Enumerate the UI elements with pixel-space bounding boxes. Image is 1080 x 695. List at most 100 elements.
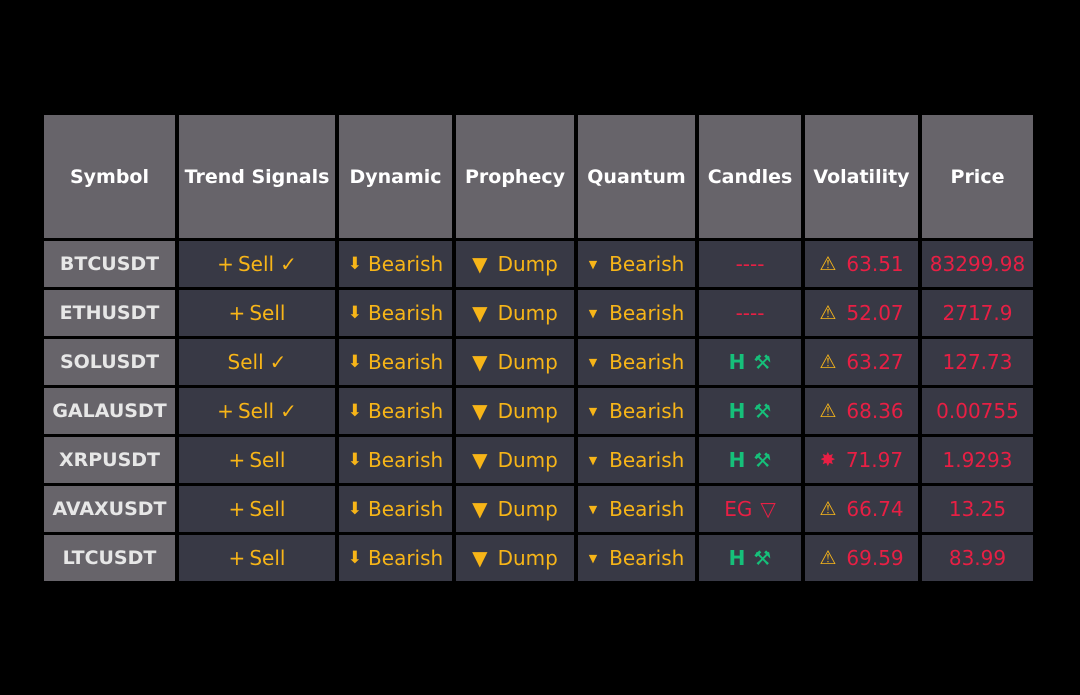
price-cell: 13.25	[922, 486, 1033, 532]
quantum-label: Bearish	[609, 399, 685, 423]
trend-prefix: +	[228, 497, 246, 521]
prophecy-cell: ▼ Dump	[456, 290, 574, 336]
arrow-down-icon: ⬇	[347, 401, 363, 421]
candles-cell: ----	[699, 241, 801, 287]
candles-cell: H ⚒	[699, 339, 801, 385]
warning-icon: ⚠	[819, 253, 837, 275]
volatility-cell: ⚠ 66.74	[805, 486, 918, 532]
volatility-cell: ⚠ 63.51	[805, 241, 918, 287]
volatility-cell: ⚠ 63.27	[805, 339, 918, 385]
header-dynamic: Dynamic	[339, 115, 452, 238]
trend-label: Sell	[249, 301, 286, 325]
candles-cell: EG ▽	[699, 486, 801, 532]
small-triangle-down-icon: ▼	[588, 453, 598, 467]
price-cell: 83.99	[922, 535, 1033, 581]
candles-label: ----	[735, 252, 765, 276]
triangle-down-icon: ▼	[472, 350, 488, 374]
volatility-cell: ⚠ 68.36	[805, 388, 918, 434]
check-icon: ✓	[269, 350, 287, 374]
prophecy-cell: ▼ Dump	[456, 388, 574, 434]
dynamic-cell: ⬇ Bearish	[339, 535, 452, 581]
prophecy-cell: ▼ Dump	[456, 339, 574, 385]
symbol-cell[interactable]: GALAUSDT	[44, 388, 175, 434]
trend-signal-cell: + Sell	[179, 290, 335, 336]
symbol-cell[interactable]: XRPUSDT	[44, 437, 175, 483]
header-prophecy: Prophecy	[456, 115, 574, 238]
candles-label: H	[728, 448, 746, 472]
volatility-value: 52.07	[846, 301, 904, 325]
arrow-down-icon: ⬇	[347, 450, 363, 470]
candles-label: H	[728, 399, 746, 423]
quantum-cell: ▼ Bearish	[578, 339, 695, 385]
warning-icon: ⚠	[819, 547, 837, 569]
quantum-label: Bearish	[609, 448, 685, 472]
arrow-down-icon: ⬇	[347, 303, 363, 323]
arrow-down-icon: ⬇	[347, 352, 363, 372]
candles-label: ----	[735, 301, 765, 325]
dynamic-label: Bearish	[368, 350, 444, 374]
volatility-cell: ⚠ 52.07	[805, 290, 918, 336]
quantum-cell: ▼ Bearish	[578, 241, 695, 287]
hammer-pick-icon: ⚒	[753, 350, 772, 374]
price-cell: 2717.9	[922, 290, 1033, 336]
arrow-down-icon: ⬇	[347, 548, 363, 568]
quantum-label: Bearish	[609, 350, 685, 374]
triangle-down-icon: ▼	[472, 448, 488, 472]
warning-icon: ⚠	[819, 351, 837, 373]
header-price: Price	[922, 115, 1033, 238]
dynamic-label: Bearish	[368, 399, 444, 423]
symbol-cell[interactable]: BTCUSDT	[44, 241, 175, 287]
prophecy-label: Dump	[497, 350, 558, 374]
symbol-cell[interactable]: LTCUSDT	[44, 535, 175, 581]
triangle-down-icon: ▼	[472, 301, 488, 325]
dynamic-label: Bearish	[368, 252, 444, 276]
prophecy-cell: ▼ Dump	[456, 535, 574, 581]
quantum-cell: ▼ Bearish	[578, 535, 695, 581]
check-icon: ✓	[280, 252, 297, 276]
trend-label: Sell	[237, 399, 275, 423]
quantum-label: Bearish	[609, 497, 685, 521]
trend-signal-cell: + Sell	[179, 535, 335, 581]
prophecy-label: Dump	[497, 252, 558, 276]
volatility-value: 71.97	[845, 448, 904, 472]
quantum-cell: ▼ Bearish	[578, 290, 695, 336]
quantum-cell: ▼ Bearish	[578, 486, 695, 532]
symbol-cell[interactable]: ETHUSDT	[44, 290, 175, 336]
prophecy-label: Dump	[497, 399, 558, 423]
triangle-down-icon: ▼	[472, 399, 488, 423]
candles-label: EG	[724, 497, 753, 521]
hammer-pick-icon: ⚒	[753, 399, 772, 423]
symbol-cell[interactable]: AVAXUSDT	[44, 486, 175, 532]
trend-prefix: +	[228, 301, 246, 325]
header-symbol: Symbol	[44, 115, 175, 238]
quantum-label: Bearish	[609, 301, 685, 325]
dynamic-cell: ⬇ Bearish	[339, 241, 452, 287]
trend-label: Sell	[249, 448, 286, 472]
quantum-cell: ▼ Bearish	[578, 388, 695, 434]
candles-cell: H ⚒	[699, 437, 801, 483]
trend-label: Sell	[249, 546, 286, 570]
hammer-pick-icon: ⚒	[753, 448, 772, 472]
candles-cell: ----	[699, 290, 801, 336]
volatility-value: 68.36	[846, 399, 904, 423]
symbol-cell[interactable]: SOLUSDT	[44, 339, 175, 385]
dynamic-label: Bearish	[368, 546, 444, 570]
dynamic-cell: ⬇ Bearish	[339, 290, 452, 336]
header-trend-signals: Trend Signals	[179, 115, 335, 238]
prophecy-cell: ▼ Dump	[456, 437, 574, 483]
price-cell: 127.73	[922, 339, 1033, 385]
trend-prefix: +	[228, 546, 246, 570]
triangle-down-icon: ▼	[472, 252, 488, 276]
volatility-cell: ✸ 71.97	[805, 437, 918, 483]
dynamic-cell: ⬇ Bearish	[339, 437, 452, 483]
volatility-value: 69.59	[846, 546, 904, 570]
small-triangle-down-icon: ▼	[588, 551, 598, 565]
triangle-down-icon: ▼	[472, 546, 488, 570]
trend-signal-cell: Sell ✓	[179, 339, 335, 385]
header-candles: Candles	[699, 115, 801, 238]
prophecy-label: Dump	[497, 497, 558, 521]
quantum-cell: ▼ Bearish	[578, 437, 695, 483]
dynamic-cell: ⬇ Bearish	[339, 339, 452, 385]
price-cell: 1.9293	[922, 437, 1033, 483]
prophecy-cell: ▼ Dump	[456, 241, 574, 287]
